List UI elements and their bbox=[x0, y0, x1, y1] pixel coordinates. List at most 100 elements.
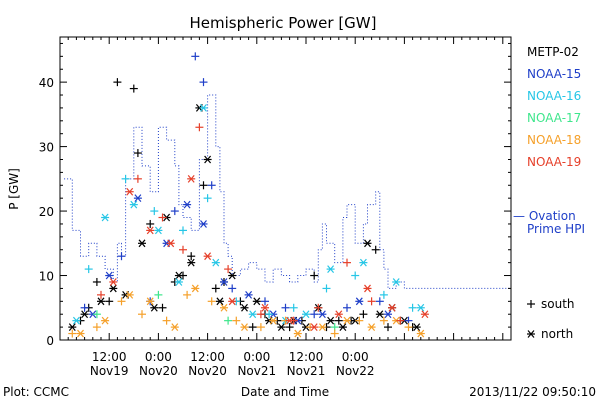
data-point-north bbox=[527, 330, 535, 338]
data-point-north bbox=[367, 323, 376, 331]
data-point-south bbox=[92, 310, 101, 319]
data-point-south bbox=[133, 149, 142, 158]
data-point-south bbox=[105, 297, 114, 306]
data-point-north bbox=[318, 323, 327, 331]
x-tick-label-time: 12:00 bbox=[92, 350, 127, 364]
data-point-north bbox=[146, 297, 155, 306]
data-point-south bbox=[310, 310, 319, 319]
data-point-south bbox=[322, 284, 331, 293]
data-point-south bbox=[158, 213, 167, 222]
data-point-south bbox=[285, 323, 294, 332]
footer-right: 2013/11/22 09:50:10 bbox=[469, 385, 596, 399]
data-point-south bbox=[179, 226, 187, 235]
data-point-south bbox=[129, 84, 138, 93]
y-axis-label: P [GW] bbox=[7, 168, 21, 210]
data-point-south bbox=[265, 310, 274, 319]
data-point-north bbox=[355, 297, 364, 306]
data-point-south bbox=[248, 323, 257, 332]
data-point-south bbox=[162, 316, 171, 325]
data-point-north bbox=[125, 290, 134, 299]
data-point-south bbox=[379, 316, 388, 325]
data-point-north bbox=[252, 297, 261, 306]
data-point-north bbox=[228, 297, 237, 306]
legend-entry-noaa-18: NOAA-18 bbox=[527, 133, 581, 147]
data-point-south bbox=[359, 310, 368, 319]
data-point-south bbox=[232, 316, 241, 325]
data-point-south bbox=[117, 297, 126, 306]
data-point-south bbox=[207, 181, 216, 190]
x-tick-label-time: 12:00 bbox=[289, 350, 324, 364]
data-point-south bbox=[191, 52, 200, 61]
data-point-south bbox=[203, 194, 212, 203]
data-point-south bbox=[371, 245, 380, 254]
data-point-south bbox=[281, 303, 290, 312]
data-point-north bbox=[285, 316, 294, 325]
data-point-north bbox=[363, 239, 372, 248]
data-point-south bbox=[343, 258, 351, 267]
data-point-south bbox=[158, 303, 167, 312]
data-point-south bbox=[310, 271, 319, 280]
legend-marker-north: north bbox=[527, 327, 573, 341]
legend-entry-noaa-19: NOAA-19 bbox=[527, 155, 581, 169]
data-point-north bbox=[318, 310, 327, 319]
data-point-south bbox=[375, 297, 384, 306]
data-point-north bbox=[154, 226, 163, 235]
x-tick-label-time: 0:00 bbox=[342, 350, 369, 364]
data-point-north bbox=[293, 329, 302, 338]
data-point-south bbox=[396, 316, 405, 325]
data-point-north bbox=[375, 310, 384, 319]
data-point-south bbox=[68, 329, 77, 338]
data-point-north bbox=[363, 284, 372, 293]
data-point-north bbox=[109, 278, 118, 286]
y-axis: 0 10 20 30 40 bbox=[39, 42, 511, 348]
data-point-north bbox=[392, 278, 401, 286]
data-point-south bbox=[199, 181, 208, 190]
data-point-north bbox=[170, 323, 179, 331]
data-point-north bbox=[150, 303, 159, 312]
data-point-north bbox=[76, 329, 85, 338]
data-point-north bbox=[109, 284, 118, 293]
data-point-north bbox=[416, 303, 425, 312]
data-point-north bbox=[199, 104, 208, 112]
legend-entry-metp-02: METP-02 bbox=[527, 45, 579, 59]
data-point-north bbox=[129, 200, 138, 209]
data-point-south bbox=[261, 297, 269, 306]
data-point-south bbox=[195, 123, 204, 132]
data-point-north bbox=[248, 310, 257, 319]
data-point-north bbox=[388, 303, 397, 312]
data-point-south bbox=[92, 323, 101, 332]
y-tick-label: 40 bbox=[39, 76, 54, 90]
data-point-south bbox=[351, 271, 360, 280]
data-point-south bbox=[133, 174, 142, 183]
data-point-north bbox=[220, 303, 228, 312]
data-point-north bbox=[228, 271, 237, 280]
data-point-north bbox=[416, 329, 425, 338]
x-tick-label-date: Nov20 bbox=[139, 364, 178, 378]
data-point-south bbox=[343, 303, 351, 312]
data-point-north bbox=[133, 194, 142, 203]
data-point-north bbox=[334, 310, 343, 319]
data-point-south bbox=[289, 303, 298, 312]
data-point-south bbox=[256, 310, 265, 319]
data-point-north bbox=[174, 271, 183, 280]
plot-frame bbox=[59, 36, 512, 341]
data-point-south bbox=[84, 265, 93, 274]
data-point-north bbox=[72, 316, 81, 325]
data-point-south bbox=[187, 252, 196, 261]
data-point-south bbox=[330, 329, 339, 338]
legend-marker-label: south bbox=[541, 297, 575, 311]
data-point-south bbox=[170, 207, 179, 216]
data-point-north bbox=[125, 187, 134, 196]
x-tick-label-date: Nov20 bbox=[188, 364, 227, 378]
data-point-south bbox=[121, 174, 130, 183]
data-point-north bbox=[310, 323, 319, 331]
x-tick-label-time: 12:00 bbox=[190, 350, 225, 364]
data-point-south bbox=[150, 207, 159, 216]
data-point-north bbox=[97, 297, 105, 306]
data-point-north bbox=[187, 174, 196, 183]
data-point-south bbox=[228, 284, 237, 293]
data-point-north bbox=[187, 258, 196, 267]
legend-marker-south: south bbox=[527, 297, 575, 311]
data-point-north bbox=[211, 258, 220, 267]
